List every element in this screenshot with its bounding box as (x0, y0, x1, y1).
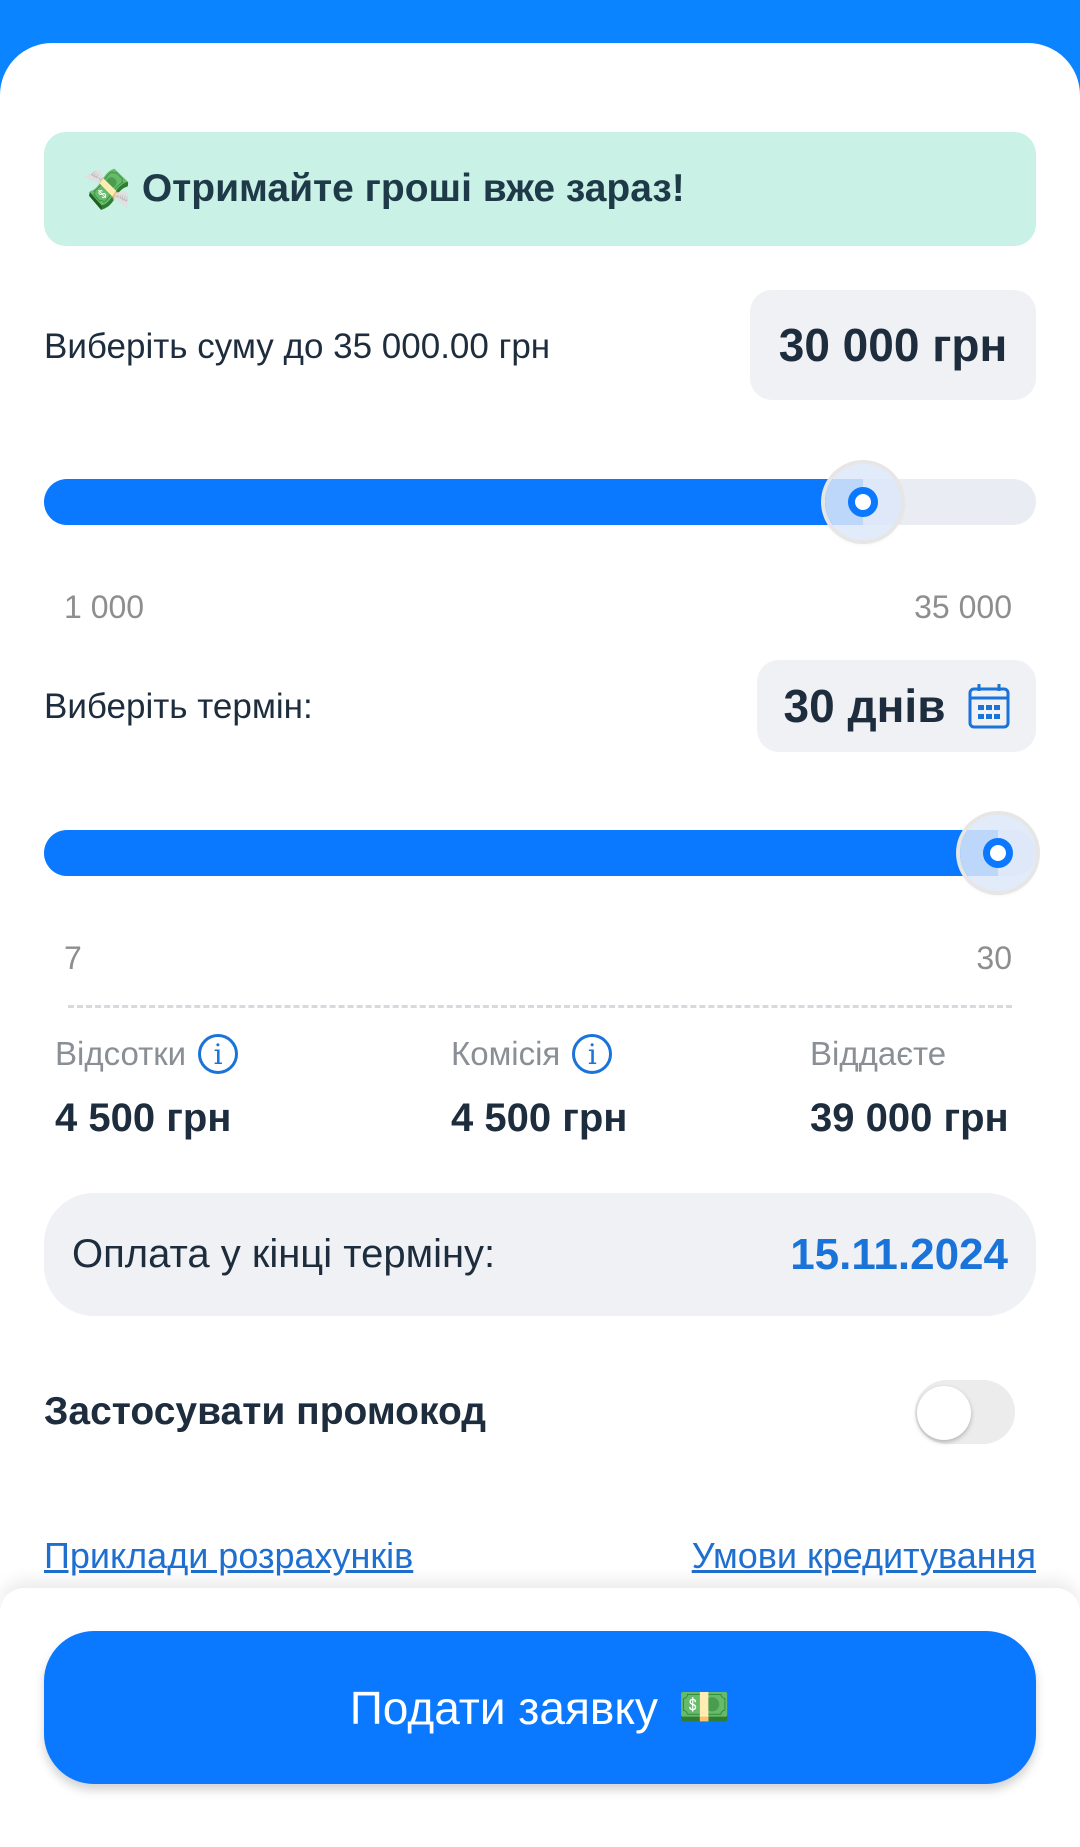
terms-link[interactable]: Умови кредитування (691, 1535, 1036, 1576)
term-min-label: 7 (64, 940, 82, 976)
term-slider-fill (44, 830, 998, 876)
stat-commission: Комісія i 4 500 грн (451, 1034, 627, 1141)
term-slider[interactable] (44, 830, 1036, 876)
banner-text: Отримайте гроші вже зараз! (141, 167, 685, 210)
banknote-icon: 💵 (677, 1683, 731, 1730)
term-max-label: 30 (976, 940, 1012, 976)
amount-slider-fill (44, 479, 864, 525)
amount-slider-thumb[interactable] (825, 464, 902, 540)
payment-date: 15.11.2024 (790, 1229, 1008, 1279)
term-value: 30 днів (783, 680, 946, 732)
payment-label: Оплата у кінці терміну: (72, 1232, 496, 1276)
examples-link[interactable]: Приклади розрахунків (44, 1535, 414, 1576)
stat-interest: Відсотки i 4 500 грн (55, 1034, 239, 1141)
stat-total: Віддаєте 39 000 грн (810, 1034, 1009, 1141)
divider (68, 1005, 1012, 1008)
stat-value: 4 500 грн (451, 1096, 628, 1140)
promo-banner: 💸 Отримайте гроші вже зараз! (44, 132, 1036, 246)
submit-label: Подати заявку (349, 1681, 658, 1734)
promo-label: Застосувати промокод (44, 1390, 487, 1433)
stat-value: 39 000 грн (810, 1096, 1009, 1140)
info-icon[interactable]: i (198, 1034, 239, 1074)
stat-label: Комісія (451, 1035, 561, 1072)
term-value-field[interactable]: 30 днів (757, 660, 1036, 752)
amount-min-label: 1 000 (64, 589, 145, 625)
calendar-icon[interactable] (968, 683, 1010, 729)
stat-value: 4 500 грн (55, 1096, 232, 1140)
payment-date-box: Оплата у кінці терміну: 15.11.2024 (44, 1193, 1036, 1316)
amount-label: Виберіть суму до 35 000.00 грн (44, 327, 551, 366)
term-label: Виберіть термін: (44, 687, 313, 726)
money-with-wings-icon: 💸 (82, 167, 132, 212)
submit-button[interactable]: Подати заявку 💵 (44, 1631, 1036, 1784)
stat-label: Віддаєте (810, 1035, 947, 1072)
promo-toggle[interactable] (915, 1380, 1015, 1444)
term-slider-thumb[interactable] (960, 815, 1036, 891)
amount-max-label: 35 000 (914, 589, 1012, 625)
info-icon[interactable]: i (572, 1034, 613, 1074)
amount-value-field[interactable]: 30 000 грн (750, 290, 1036, 400)
stat-label: Відсотки (55, 1035, 187, 1072)
